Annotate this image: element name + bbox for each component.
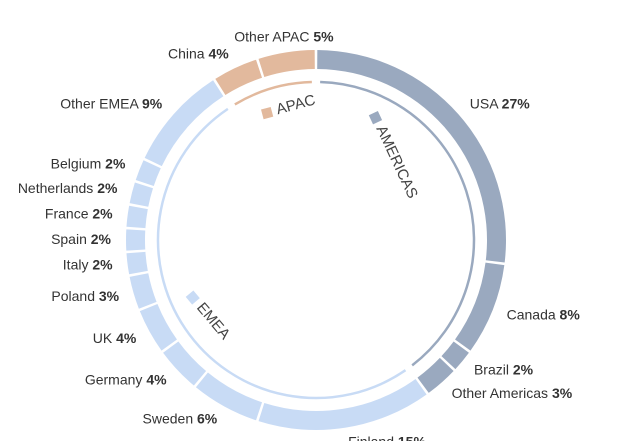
segment (126, 205, 148, 229)
segment-label: Poland 3% (51, 288, 119, 304)
region-label: AMERICAS (372, 123, 421, 201)
segment-name: Sweden (143, 410, 194, 426)
region-marker (185, 290, 200, 305)
segment-name: Poland (51, 288, 95, 304)
segment-value: 6% (197, 410, 218, 426)
segment-label: China 4% (168, 45, 229, 61)
segment-name: Finland (348, 433, 394, 441)
segment-value: 4% (116, 329, 137, 345)
region-arc (320, 80, 476, 367)
segment (129, 182, 154, 207)
segment-value: 4% (208, 45, 229, 61)
segment-label: Italy 2% (63, 256, 113, 272)
segment (258, 379, 427, 431)
segment (215, 59, 263, 95)
segment-name: China (168, 45, 205, 61)
segment-name: Netherlands (18, 180, 94, 196)
segment-name: Other Americas (452, 384, 548, 400)
segment-label: UK 4% (93, 329, 137, 345)
segment-value: 2% (105, 155, 126, 171)
segment-label: Sweden 6% (143, 410, 218, 426)
segment (455, 262, 505, 351)
segment-name: UK (93, 329, 113, 345)
segment-value: 4% (146, 371, 167, 387)
segment-label: Belgium 2% (51, 155, 126, 171)
segment-value: 2% (92, 205, 113, 221)
segment-label: Other EMEA 9% (60, 95, 162, 111)
segment-label: Canada 8% (507, 306, 581, 322)
segment-label: Other Americas 3% (452, 384, 573, 400)
region-arc (156, 107, 407, 400)
segment-value: 3% (99, 288, 120, 304)
segment-value: 9% (142, 95, 163, 111)
segment-label: USA 27% (470, 95, 530, 111)
segment-value: 15% (398, 433, 427, 441)
segment-label: Finland 15% (348, 433, 426, 441)
segment-name: USA (470, 95, 499, 111)
segment-label: France 2% (45, 205, 113, 221)
segment-value: 2% (97, 180, 118, 196)
segment-name: Other EMEA (60, 95, 139, 111)
segment (129, 273, 157, 309)
segment (195, 372, 263, 421)
segment-value: 2% (91, 231, 112, 247)
segment-label: Other APAC 5% (234, 28, 334, 44)
segment-value: 2% (92, 256, 113, 272)
segment-name: Canada (507, 306, 556, 322)
segment-value: 2% (513, 361, 534, 377)
segment-value: 3% (552, 384, 573, 400)
segment-label: Spain 2% (51, 231, 111, 247)
segment-name: Brazil (474, 361, 509, 377)
segment (417, 357, 454, 393)
region-marker (368, 111, 383, 125)
region-label: APAC (274, 91, 317, 118)
segment (258, 50, 315, 78)
segment-name: Italy (63, 256, 89, 272)
segment-value: 5% (313, 28, 334, 44)
segment (144, 80, 224, 167)
segment-name: Other APAC (234, 28, 309, 44)
segment-name: France (45, 205, 89, 221)
region-marker (261, 106, 274, 120)
segment-value: 8% (560, 306, 581, 322)
segment (163, 341, 207, 386)
segment (126, 251, 148, 275)
segment-label: Brazil 2% (474, 361, 534, 377)
region-label: EMEA (193, 299, 233, 342)
segment-label: Germany 4% (85, 371, 167, 387)
segment (139, 304, 177, 351)
segment (441, 341, 469, 370)
segment-name: Germany (85, 371, 143, 387)
segment-name: Spain (51, 231, 87, 247)
segment (317, 50, 506, 263)
segment (126, 229, 146, 251)
segment (135, 160, 161, 187)
segment-label: Netherlands 2% (18, 180, 118, 196)
segment-name: Belgium (51, 155, 102, 171)
region-arc (234, 80, 312, 106)
segment-value: 27% (502, 95, 531, 111)
